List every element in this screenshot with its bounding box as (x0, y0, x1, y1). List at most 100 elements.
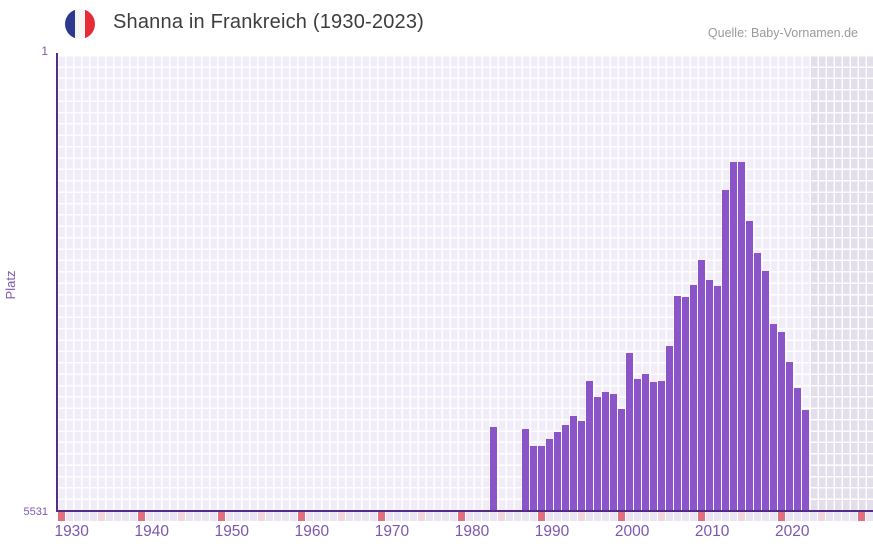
timeline-cell-1932 (73, 512, 81, 521)
timeline-cell-1979 (449, 512, 457, 521)
timeline-cell-1964 (329, 512, 337, 521)
timeline-cell-1941 (145, 512, 153, 521)
bar-2006[interactable] (666, 346, 673, 510)
x-tick-label-1980: 1980 (454, 523, 490, 540)
x-tick-label-1930: 1930 (54, 523, 89, 540)
timeline-cell-1962 (313, 512, 321, 521)
bar-2022[interactable] (794, 388, 801, 510)
bar-2020[interactable] (778, 332, 785, 510)
timeline-cell-1948 (201, 512, 209, 521)
timeline-cell-1973 (401, 512, 409, 521)
timeline-cell-1981 (465, 512, 473, 521)
bar-1992[interactable] (553, 431, 561, 510)
timeline-cell-1956 (265, 512, 273, 521)
bar-2002[interactable] (634, 379, 641, 510)
timeline-cell-2014 (730, 512, 737, 521)
bar-1999[interactable] (610, 393, 617, 510)
timeline-cell-1974 (409, 512, 417, 521)
timeline-cell-1952 (233, 512, 241, 521)
timeline-cell-2011 (705, 512, 713, 521)
timeline-cell-1934 (89, 512, 97, 521)
bar-2023[interactable] (802, 410, 809, 510)
timeline-cell-2010 (697, 512, 705, 521)
x-axis-labels: 1930 1940 1950 1960 1970 1980 1990 2000 2010 2020 (54, 523, 873, 545)
bar-2001[interactable] (626, 352, 633, 510)
timeline-cell-2012 (713, 512, 721, 521)
timeline-cell-1937 (113, 512, 121, 521)
bar-2012[interactable] (714, 286, 721, 510)
bar-2011[interactable] (706, 280, 713, 510)
timeline-cell-1959 (289, 512, 297, 521)
timeline-cell-2013 (721, 512, 729, 521)
bar-1993[interactable] (561, 425, 569, 510)
timeline-cell-1990 (537, 512, 545, 521)
bar-2017[interactable] (754, 253, 761, 510)
bar-1989[interactable] (529, 445, 537, 510)
timeline-cell-2003 (641, 512, 649, 521)
bar-1988[interactable] (521, 429, 529, 510)
timeline-cell-1987 (513, 512, 521, 521)
bar-2018[interactable] (762, 271, 769, 510)
timeline-cell-2016 (746, 512, 754, 521)
timeline-cell-1942 (153, 512, 161, 521)
bar-2005[interactable] (658, 380, 665, 510)
timeline-cell-2004 (649, 512, 657, 521)
timeline-cell-1955 (257, 512, 265, 521)
y-axis-bottom-label: 5531 (23, 506, 48, 518)
timeline-cell-1961 (305, 512, 313, 521)
timeline-cell-2000 (617, 512, 625, 521)
x-tick-label-1970: 1970 (374, 523, 410, 540)
bar-2004[interactable] (650, 382, 657, 510)
timeline-cell-1986 (505, 512, 513, 521)
bar-2000[interactable] (618, 408, 625, 510)
timeline-cell-1991 (545, 512, 553, 521)
timeline-cell-2001 (625, 512, 633, 521)
timeline-cell-1939 (129, 512, 137, 521)
timeline-cell-1989 (529, 512, 537, 521)
timeline-cell-2017 (754, 512, 762, 521)
bar-2014[interactable] (730, 161, 737, 510)
x-axis-line (56, 510, 873, 512)
timeline-cell-2024 (810, 512, 818, 521)
timeline-cell-2026 (826, 512, 834, 521)
y-axis-top-label: 1 (41, 44, 48, 58)
timeline-cell-1992 (553, 512, 561, 521)
timeline-cell-1943 (161, 512, 169, 521)
timeline-cell-1967 (353, 512, 361, 521)
bar-1991[interactable] (545, 439, 553, 510)
x-tick-label-2010: 2010 (694, 523, 730, 540)
bar-2013[interactable] (722, 189, 729, 510)
bar-1994[interactable] (569, 416, 577, 510)
bar-1990[interactable] (537, 445, 545, 510)
timeline-cell-1946 (185, 512, 193, 521)
bar-2007[interactable] (674, 296, 681, 510)
bar-2010[interactable] (698, 259, 705, 510)
timeline-cell-1968 (361, 512, 369, 521)
timeline-cell-2009 (689, 512, 697, 521)
timeline-cell-1963 (321, 512, 329, 521)
timeline-cell-1975 (417, 512, 425, 521)
bar-1996[interactable] (585, 380, 593, 510)
timeline-cell-1931 (65, 512, 73, 521)
timeline-cell-1936 (105, 512, 113, 521)
bar-2009[interactable] (690, 285, 697, 510)
source-link[interactable]: Quelle: Baby-Vornamen.de (707, 26, 858, 40)
timeline-cell-1933 (81, 512, 89, 521)
timeline-cell-1982 (473, 512, 481, 521)
bar-2003[interactable] (642, 374, 649, 510)
bar-1984[interactable] (489, 426, 497, 510)
bar-2008[interactable] (682, 296, 689, 510)
bar-2016[interactable] (746, 221, 753, 510)
bar-1995[interactable] (577, 421, 585, 510)
bar-1998[interactable] (602, 392, 609, 510)
bar-2015[interactable] (738, 161, 745, 510)
bar-1997[interactable] (594, 397, 601, 510)
y-axis-title: Platz (3, 270, 18, 300)
timeline-cell-1997 (593, 512, 601, 521)
timeline-cell-1977 (433, 512, 441, 521)
bar-2021[interactable] (786, 361, 793, 510)
timeline-cell-1958 (281, 512, 289, 521)
bar-2019[interactable] (770, 323, 777, 510)
timeline-cell-1938 (121, 512, 129, 521)
